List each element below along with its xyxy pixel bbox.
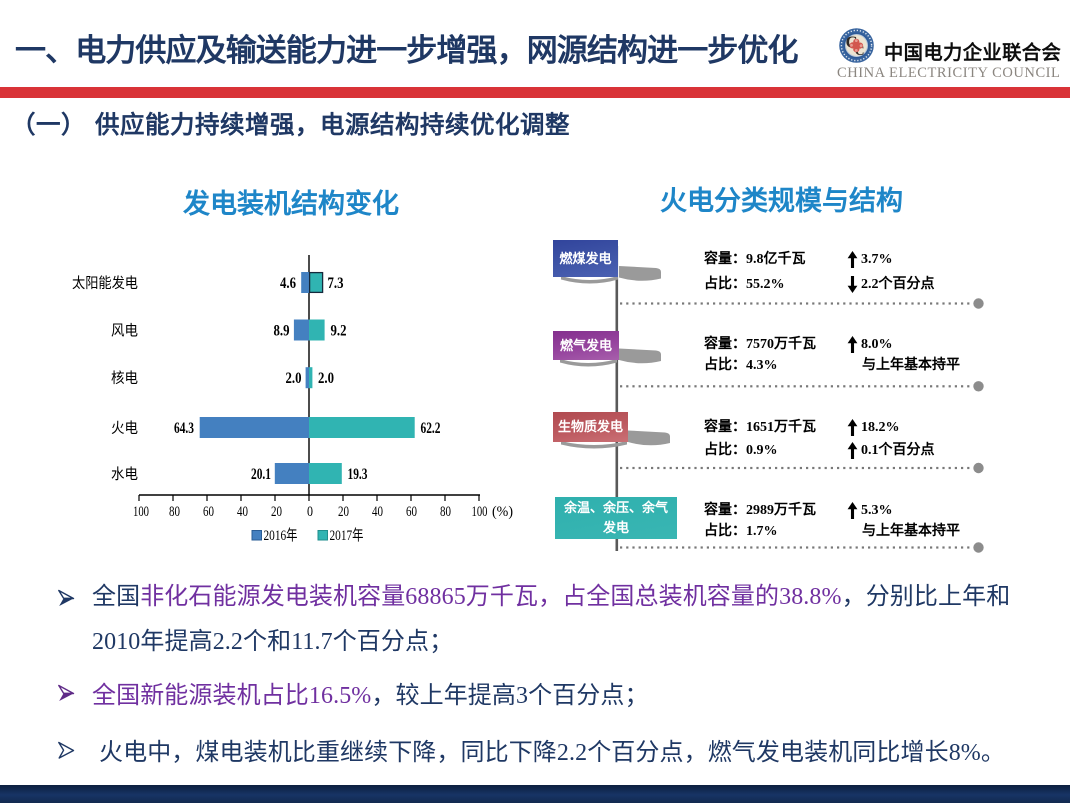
svg-text:80: 80 — [169, 504, 180, 520]
svg-text:20: 20 — [271, 504, 282, 520]
svg-text:C: C — [846, 33, 858, 52]
svg-text:100: 100 — [472, 504, 488, 520]
svg-text:(%): (%) — [492, 504, 513, 520]
svg-text:40: 40 — [372, 504, 383, 520]
svg-text:8.9: 8.9 — [274, 323, 290, 340]
svg-text:火电: 火电 — [111, 420, 138, 437]
svg-text:20.1: 20.1 — [251, 466, 271, 483]
svg-text:水电: 水电 — [111, 466, 138, 483]
svg-text:60: 60 — [406, 504, 417, 520]
svg-text:60: 60 — [203, 504, 214, 520]
svg-text:0: 0 — [307, 504, 313, 520]
svg-text:40: 40 — [237, 504, 248, 520]
svg-text:2017年: 2017年 — [330, 527, 364, 544]
svg-text:4.6: 4.6 — [280, 275, 296, 292]
svg-text:风电: 风电 — [111, 323, 138, 340]
svg-text:2.0: 2.0 — [286, 370, 302, 387]
svg-text:太阳能发电: 太阳能发电 — [72, 275, 138, 292]
svg-text:7.3: 7.3 — [328, 275, 344, 292]
svg-text:核电: 核电 — [111, 370, 138, 387]
svg-text:9.2: 9.2 — [331, 323, 347, 340]
svg-text:C: C — [855, 43, 865, 58]
svg-text:100: 100 — [133, 504, 149, 520]
svg-text:62.2: 62.2 — [421, 420, 441, 437]
svg-text:2016年: 2016年 — [264, 527, 298, 544]
svg-text:64.3: 64.3 — [174, 420, 194, 437]
svg-text:2.0: 2.0 — [318, 370, 334, 387]
svg-text:19.3: 19.3 — [348, 466, 368, 483]
svg-text:20: 20 — [338, 504, 349, 520]
svg-text:80: 80 — [440, 504, 451, 520]
